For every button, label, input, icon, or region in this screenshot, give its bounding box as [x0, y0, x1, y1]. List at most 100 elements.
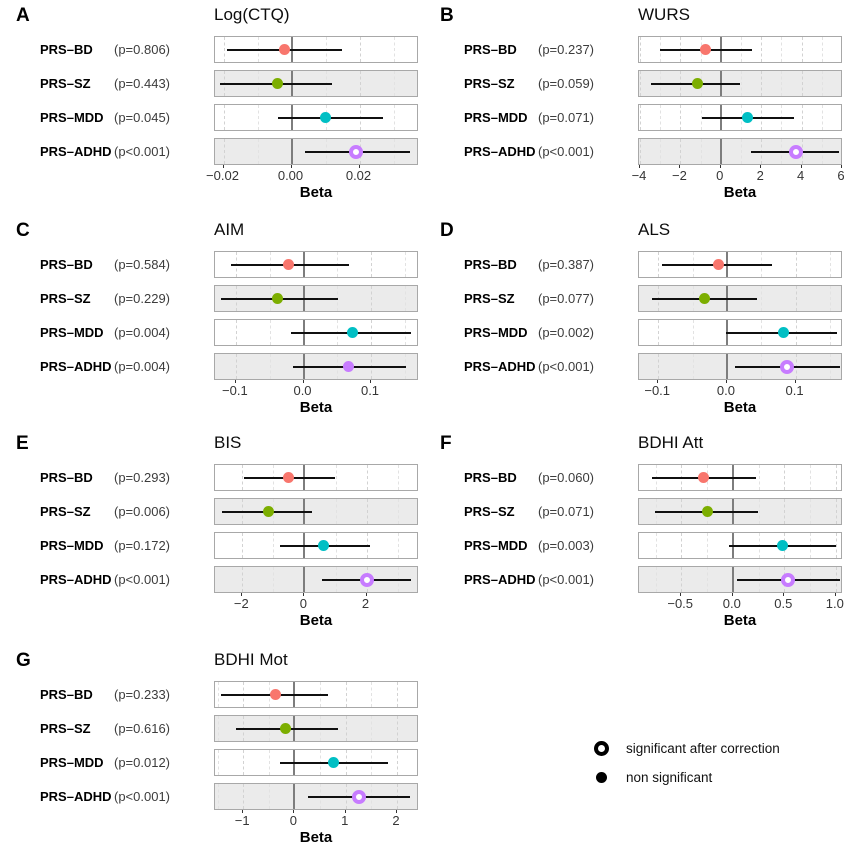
- row-pvalue: (p=0.045): [114, 110, 171, 125]
- gridline: [257, 139, 259, 164]
- axis-tick: [234, 380, 236, 383]
- row-plot: [214, 681, 418, 708]
- point-marker: [272, 293, 284, 304]
- row-plot: [638, 464, 842, 491]
- axis-tick: [358, 165, 360, 168]
- row-pvalue: (p<0.001): [114, 572, 171, 587]
- x-axis-label: Beta: [299, 829, 333, 843]
- gridline: [366, 499, 368, 524]
- gridline: [223, 139, 225, 164]
- gridline: [404, 252, 406, 277]
- gridline: [393, 71, 395, 96]
- point-marker-open: [359, 572, 374, 587]
- point-marker: [272, 78, 284, 89]
- row-pvalue: (p=0.077): [538, 291, 595, 306]
- point-marker: [282, 259, 294, 270]
- axis-tick-label: −2: [233, 596, 249, 611]
- row-pvalue: (p=0.233): [114, 687, 171, 702]
- gridline: [707, 567, 708, 592]
- legend-item-significant: significant after correction: [588, 734, 780, 763]
- open-circle-icon: [588, 741, 614, 756]
- gridline: [640, 139, 641, 164]
- axis-tick-label: 0.1: [785, 383, 804, 398]
- gridline: [242, 533, 244, 558]
- panel-letter: E: [16, 433, 29, 454]
- row-label: PRS–ADHD: [464, 359, 536, 374]
- gridline: [801, 37, 803, 62]
- row-pvalue: (p=0.012): [114, 755, 171, 770]
- gridline: [397, 499, 399, 524]
- axis-tick-label: 0.5: [774, 596, 793, 611]
- row-pvalue: (p=0.584): [114, 257, 171, 272]
- panel-title: WURS: [638, 5, 690, 24]
- axis-tick: [680, 593, 682, 596]
- panel-letter: F: [440, 433, 452, 454]
- panel-letter: D: [440, 220, 454, 241]
- axis-tick: [679, 165, 681, 168]
- point-marker-open: [349, 144, 364, 159]
- row-plot: [214, 464, 418, 491]
- gridline: [217, 784, 219, 809]
- row-label: PRS–BD: [40, 257, 93, 272]
- panel-C: C AIM PRS–BD (p=0.584) PRS–SZ (p=0.229) PRS–MD…: [0, 215, 424, 430]
- gridline: [835, 533, 837, 558]
- row-plot: [638, 319, 842, 346]
- axis-tick-label: 0.0: [293, 383, 312, 398]
- gridline: [268, 784, 270, 809]
- legend-item-non-significant: non significant: [588, 763, 780, 792]
- gridline: [658, 252, 660, 277]
- axis-tick-label: 2: [756, 168, 764, 183]
- gridline: [680, 139, 682, 164]
- point-marker: [701, 506, 713, 517]
- point-marker: [317, 540, 329, 551]
- gridline: [268, 750, 270, 775]
- row-plot: [214, 285, 418, 312]
- panel-A: A Log(CTQ) PRS–BD (p=0.806) PRS–SZ (p=0.443) P…: [0, 0, 424, 215]
- panel-letter: B: [440, 5, 454, 26]
- point-marker-open: [780, 359, 795, 374]
- gridline: [345, 682, 347, 707]
- panel-F: F BDHI Att PRS–BD (p=0.060) PRS–SZ (p=0.071) P…: [424, 428, 848, 643]
- gridline: [217, 682, 219, 707]
- row-pvalue: (p<0.001): [538, 359, 595, 374]
- row-label: PRS–MDD: [40, 325, 104, 340]
- panel-title: ALS: [638, 220, 671, 239]
- gridline: [835, 465, 837, 490]
- gridline: [692, 354, 694, 379]
- gridline: [217, 750, 219, 775]
- panel-letter: A: [16, 5, 30, 26]
- row-label: PRS–SZ: [40, 291, 91, 306]
- gridline: [397, 465, 399, 490]
- gridline: [795, 286, 797, 311]
- axis-tick-label: 2: [361, 596, 370, 611]
- axis-tick-label: 2: [392, 813, 400, 828]
- row-pvalue: (p=0.293): [114, 470, 171, 485]
- axis-tick: [370, 380, 371, 383]
- gridline: [784, 465, 786, 490]
- row-label: PRS–ADHD: [40, 359, 112, 374]
- panel-title: Log(CTQ): [214, 5, 290, 24]
- gridline: [660, 139, 662, 164]
- gridline: [397, 682, 398, 707]
- gridline: [269, 320, 271, 345]
- axis-tick: [290, 165, 292, 168]
- row-pvalue: (p=0.004): [114, 359, 171, 374]
- gridline: [681, 533, 683, 558]
- panel-B: B WURS PRS–BD (p=0.237) PRS–SZ (p=0.059) PRS–M…: [424, 0, 848, 215]
- axis-tick-label: 0.0: [716, 383, 735, 398]
- row-label: PRS–MDD: [464, 538, 528, 553]
- row-label: PRS–BD: [464, 42, 517, 57]
- gridline: [640, 37, 641, 62]
- row-plot: [638, 70, 842, 97]
- row-pvalue: (p=0.616): [114, 721, 171, 736]
- row-plot: [638, 36, 842, 63]
- gridline: [741, 71, 742, 96]
- axis-tick-label: 0: [299, 596, 308, 611]
- gridline: [397, 750, 398, 775]
- gridline: [257, 105, 259, 130]
- filled-circle-icon: [588, 772, 614, 783]
- panel-D: D ALS PRS–BD (p=0.387) PRS–SZ (p=0.077) PRS–MD…: [424, 215, 848, 430]
- gridline: [359, 71, 361, 96]
- panel-title: AIM: [214, 220, 245, 239]
- axis-tick-label: −0.1: [222, 383, 248, 398]
